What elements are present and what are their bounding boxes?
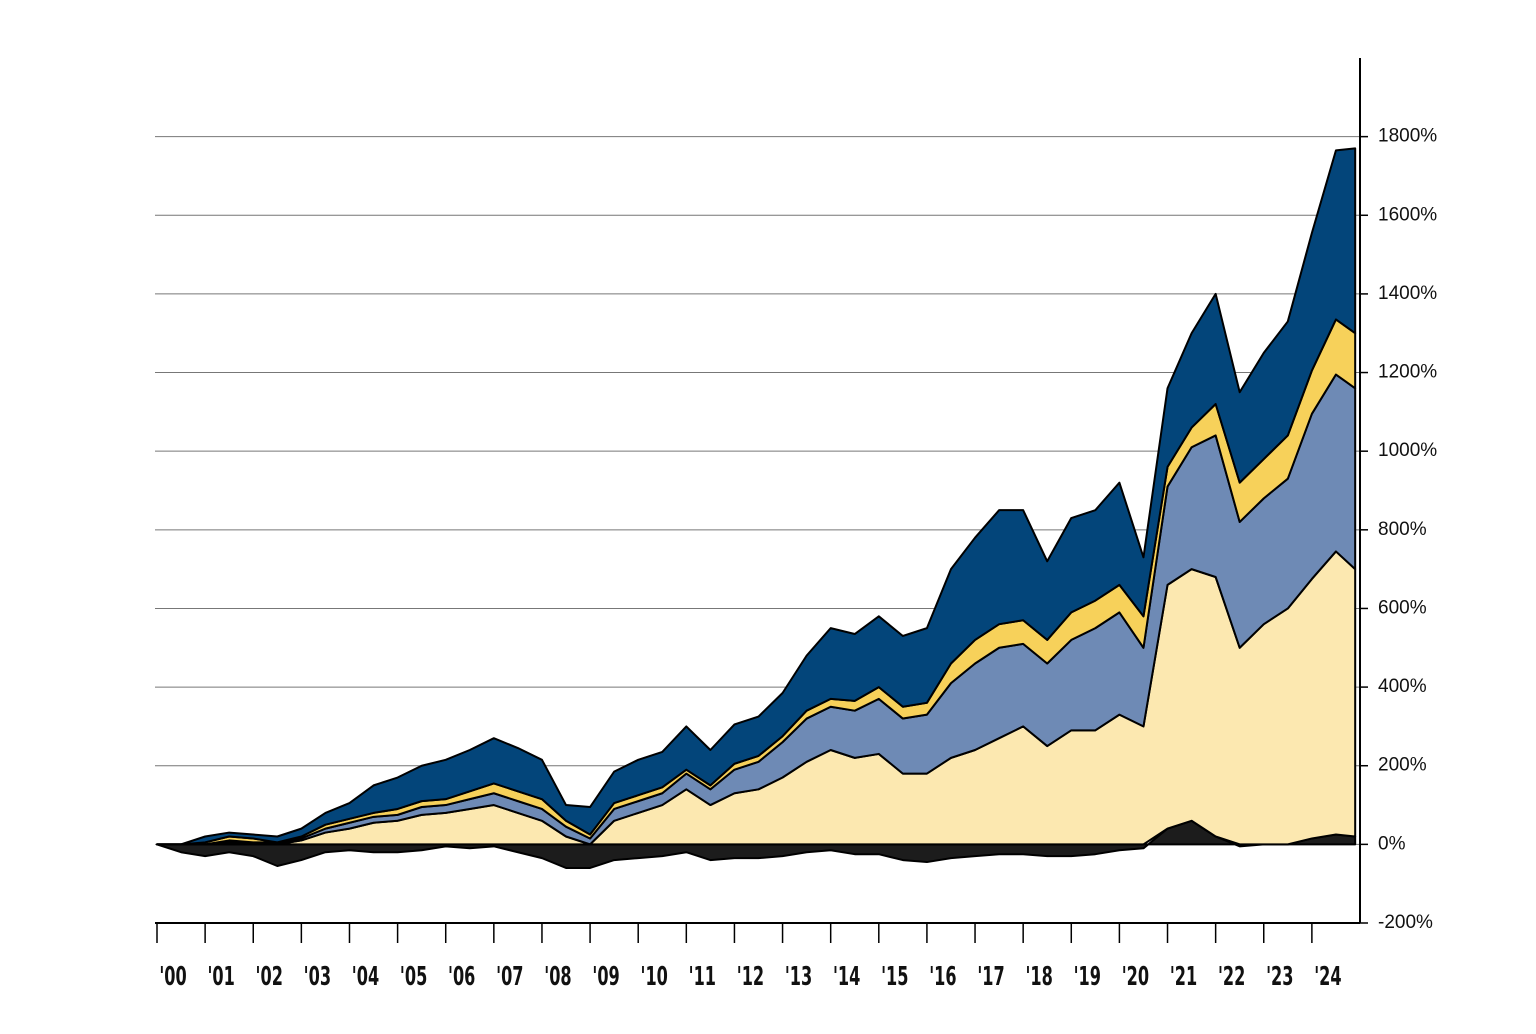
x-tick-label: '24: [1314, 962, 1341, 992]
y-tick-label: 1800%: [1378, 126, 1437, 147]
x-tick-label: '08: [544, 962, 571, 992]
x-tick-label-group: '10: [641, 962, 668, 992]
y-tick-label: 1600%: [1378, 204, 1437, 225]
x-tick-label-group: '02: [256, 962, 283, 992]
x-tick-label-group: '01: [207, 962, 234, 992]
area: [156, 147, 1357, 846]
x-tick-label-group: '24: [1314, 962, 1341, 992]
x-tick-label: '17: [977, 962, 1004, 992]
x-tick-label: '14: [833, 962, 860, 992]
x-tick-label: '01: [207, 962, 234, 992]
x-tick-label: '02: [256, 962, 283, 992]
y-tick-label: 0%: [1378, 833, 1406, 854]
x-tick-label: '23: [1266, 962, 1293, 992]
x-tick-label-group: '21: [1170, 962, 1197, 992]
area: [156, 550, 1357, 846]
x-tick-label: '07: [496, 962, 523, 992]
y-tick-label: -200%: [1378, 912, 1433, 933]
x-tick-label: '15: [881, 962, 908, 992]
x-tick-label-group: '18: [1025, 962, 1052, 992]
x-tick-label-group: '17: [977, 962, 1004, 992]
x-tick-label-group: '03: [304, 962, 331, 992]
x-tick-label: '10: [641, 962, 668, 992]
x-tick-label: '04: [352, 962, 379, 992]
x-tick-label-group: '13: [785, 962, 812, 992]
x-tick-label-group: '16: [929, 962, 956, 992]
y-tick-label: 1000%: [1378, 440, 1437, 461]
x-tick-label-group: '20: [1122, 962, 1149, 992]
x-tick-label: '22: [1218, 962, 1245, 992]
x-tick-label: '20: [1122, 962, 1149, 992]
x-tick-label: '16: [929, 962, 956, 992]
y-tick-label: 200%: [1378, 755, 1427, 776]
x-tick-label: '06: [448, 962, 475, 992]
y-tick-label: 800%: [1378, 519, 1427, 540]
y-tick-label: 1400%: [1378, 283, 1437, 304]
x-tick-label-group: '15: [881, 962, 908, 992]
x-tick-label-group: '04: [352, 962, 379, 992]
x-tick-label-group: '05: [400, 962, 427, 992]
x-tick-label: '13: [785, 962, 812, 992]
x-tick-label-group: '00: [159, 962, 186, 992]
x-tick-label: '11: [689, 962, 716, 992]
x-tick-label-group: '11: [689, 962, 716, 992]
x-tick-label-group: '23: [1266, 962, 1293, 992]
x-tick-label-group: '22: [1218, 962, 1245, 992]
x-tick-label: '03: [304, 962, 331, 992]
x-tick-label: '19: [1074, 962, 1101, 992]
x-tick-label: '00: [159, 962, 186, 992]
x-tick-label-group: '07: [496, 962, 523, 992]
x-tick-label-group: '14: [833, 962, 860, 992]
x-tick-label-group: '12: [737, 962, 764, 992]
x-tick-label: '18: [1025, 962, 1052, 992]
x-tick-label: '21: [1170, 962, 1197, 992]
y-tick-label: 400%: [1378, 676, 1427, 697]
x-tick-label-group: '09: [592, 962, 619, 992]
x-tick-label: '12: [737, 962, 764, 992]
x-tick-label-group: '06: [448, 962, 475, 992]
x-tick-label: '05: [400, 962, 427, 992]
x-tick-label-group: '08: [544, 962, 571, 992]
x-tick-label-group: '19: [1074, 962, 1101, 992]
x-tick-label: '09: [592, 962, 619, 992]
y-tick-label: 600%: [1378, 597, 1427, 618]
y-tick-label: 1200%: [1378, 362, 1437, 383]
